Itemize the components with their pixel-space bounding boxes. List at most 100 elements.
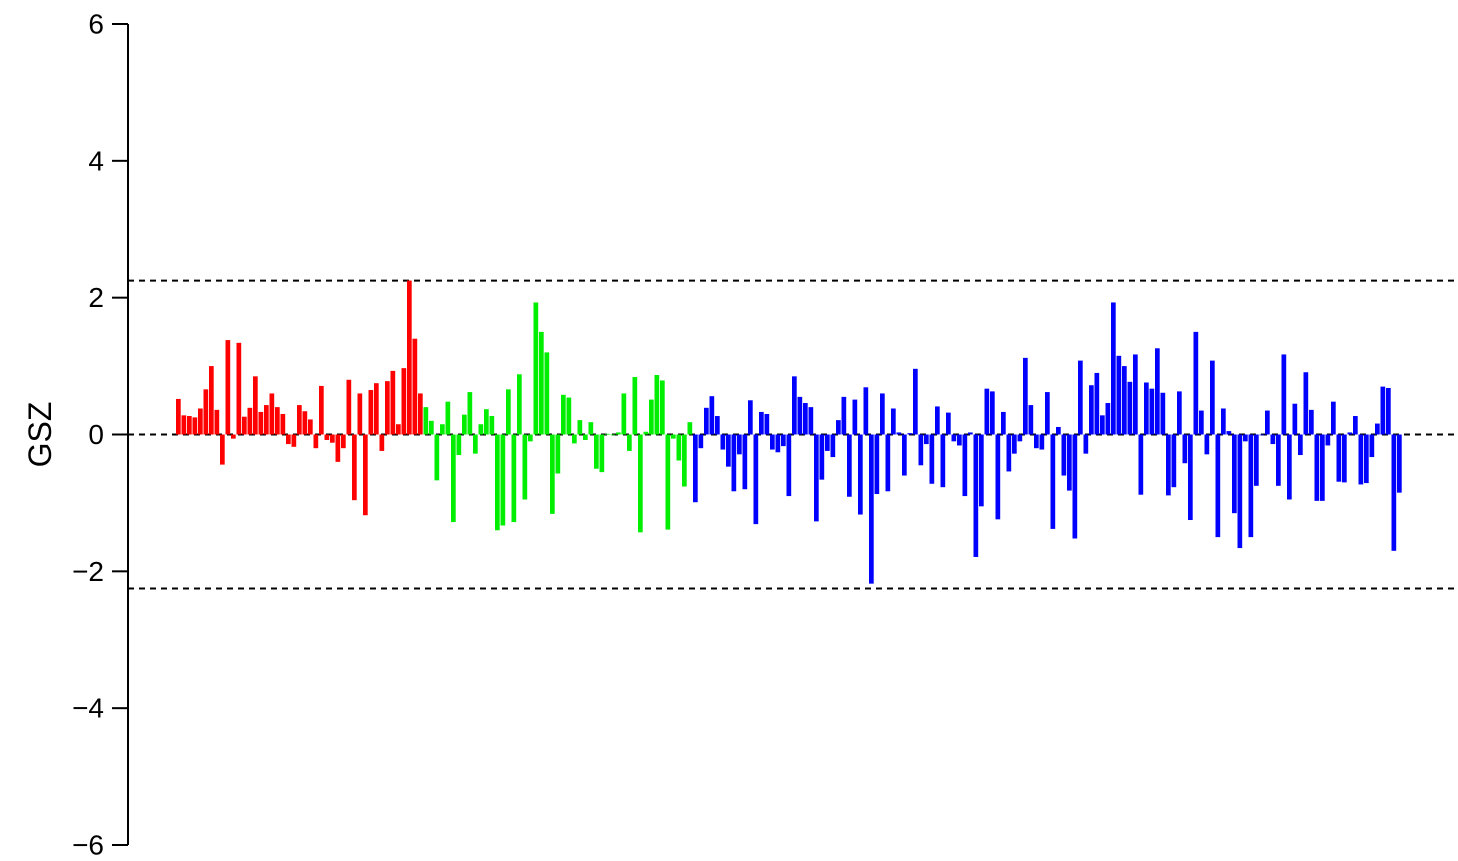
bar-3-36 [891, 408, 896, 435]
bar-2-13 [495, 434, 500, 531]
bar-3-48 [957, 434, 962, 446]
bar-1-40 [396, 424, 401, 435]
bar-3-20 [803, 403, 808, 435]
bar-3-72 [1089, 385, 1094, 435]
bar-3-123 [1369, 434, 1375, 458]
bar-3-69 [1072, 434, 1078, 539]
bar-2-8 [467, 392, 473, 435]
bar-3-87 [1171, 434, 1177, 488]
bar-1-9 [225, 340, 231, 435]
bar-2-48 [687, 422, 693, 435]
bar-1-33 [357, 393, 363, 435]
bar-3-128 [1397, 434, 1402, 493]
bar-1-0 [176, 398, 181, 435]
bar-1-34 [363, 434, 368, 516]
bar-3-61 [1028, 405, 1034, 435]
bar-2-42 [654, 374, 660, 435]
bars [176, 280, 1402, 584]
bar-3-117 [1336, 434, 1342, 482]
bar-3-84 [1155, 348, 1160, 435]
bar-3-19 [797, 396, 803, 435]
bar-2-31 [594, 434, 599, 469]
bar-3-34 [880, 393, 885, 435]
bar-3-98 [1232, 434, 1237, 514]
bar-3-99 [1237, 434, 1243, 549]
bar-2-3 [440, 424, 445, 435]
bar-1-11 [236, 342, 242, 435]
bar-3-67 [1061, 434, 1067, 476]
bar-2-39 [638, 434, 643, 533]
bar-2-36 [621, 393, 627, 435]
bar-3-42 [924, 434, 929, 445]
bar-3-76 [1111, 302, 1116, 435]
bar-1-6 [209, 366, 214, 435]
bar-3-106 [1276, 434, 1281, 486]
bar-1-27 [324, 434, 330, 440]
bar-3-65 [1050, 434, 1056, 529]
bar-1-30 [341, 434, 346, 449]
bar-2-1 [429, 420, 434, 435]
bar-1-1 [181, 415, 187, 435]
bar-3-118 [1342, 434, 1347, 483]
bar-3-54 [990, 391, 995, 435]
bar-3-0 [693, 434, 698, 503]
bar-3-101 [1248, 434, 1254, 538]
bar-3-43 [929, 434, 935, 484]
bar-2-40 [643, 431, 649, 435]
bar-3-109 [1292, 403, 1298, 435]
bar-3-44 [935, 406, 940, 435]
bar-2-35 [616, 432, 621, 435]
bar-2-25 [561, 394, 566, 435]
bar-2-29 [583, 434, 588, 440]
bar-3-121 [1358, 434, 1364, 485]
bar-3-90 [1188, 434, 1193, 521]
bar-2-7 [462, 414, 467, 435]
bar-2-45 [671, 434, 676, 439]
bar-3-95 [1215, 434, 1221, 538]
bar-3-59 [1017, 434, 1023, 442]
bar-2-27 [572, 434, 577, 444]
bar-3-83 [1149, 388, 1155, 435]
bar-3-38 [902, 434, 907, 476]
bar-1-39 [390, 370, 396, 435]
y-axis-title: GSZ [22, 402, 58, 468]
bar-3-100 [1243, 434, 1248, 442]
bar-1-25 [313, 434, 319, 449]
bar-3-63 [1039, 434, 1045, 450]
bar-3-25 [830, 434, 836, 458]
bar-3-92 [1199, 410, 1204, 435]
bar-2-9 [473, 434, 478, 454]
bar-3-8 [737, 434, 742, 455]
bar-1-19 [280, 413, 286, 435]
bar-3-23 [819, 434, 825, 480]
bar-3-46 [946, 412, 951, 435]
bar-3-103 [1259, 434, 1265, 436]
bar-1-20 [286, 434, 291, 445]
bar-2-26 [566, 397, 572, 435]
bar-3-111 [1303, 372, 1309, 435]
y-tick-label-0: 6 [88, 9, 104, 40]
bar-1-18 [275, 407, 280, 435]
bar-3-5 [720, 434, 726, 450]
bar-3-24 [825, 434, 830, 451]
bar-3-35 [885, 434, 891, 492]
bar-1-36 [374, 383, 379, 435]
bar-2-10 [478, 424, 484, 435]
bar-3-30 [858, 434, 863, 515]
bar-3-15 [775, 434, 781, 453]
bar-2-14 [500, 434, 506, 526]
bar-3-64 [1045, 392, 1050, 435]
y-tick-label-2: 2 [88, 282, 104, 313]
bar-1-14 [253, 376, 258, 435]
bar-3-10 [748, 400, 753, 435]
bar-1-7 [214, 409, 220, 435]
bar-3-52 [979, 434, 984, 507]
bar-1-21 [291, 434, 297, 447]
bar-3-27 [841, 396, 847, 435]
bar-3-17 [786, 434, 792, 497]
bar-2-12 [489, 416, 495, 435]
bar-1-26 [319, 385, 324, 435]
bar-3-45 [940, 434, 946, 488]
bar-3-26 [836, 420, 841, 435]
bar-2-37 [627, 434, 632, 451]
